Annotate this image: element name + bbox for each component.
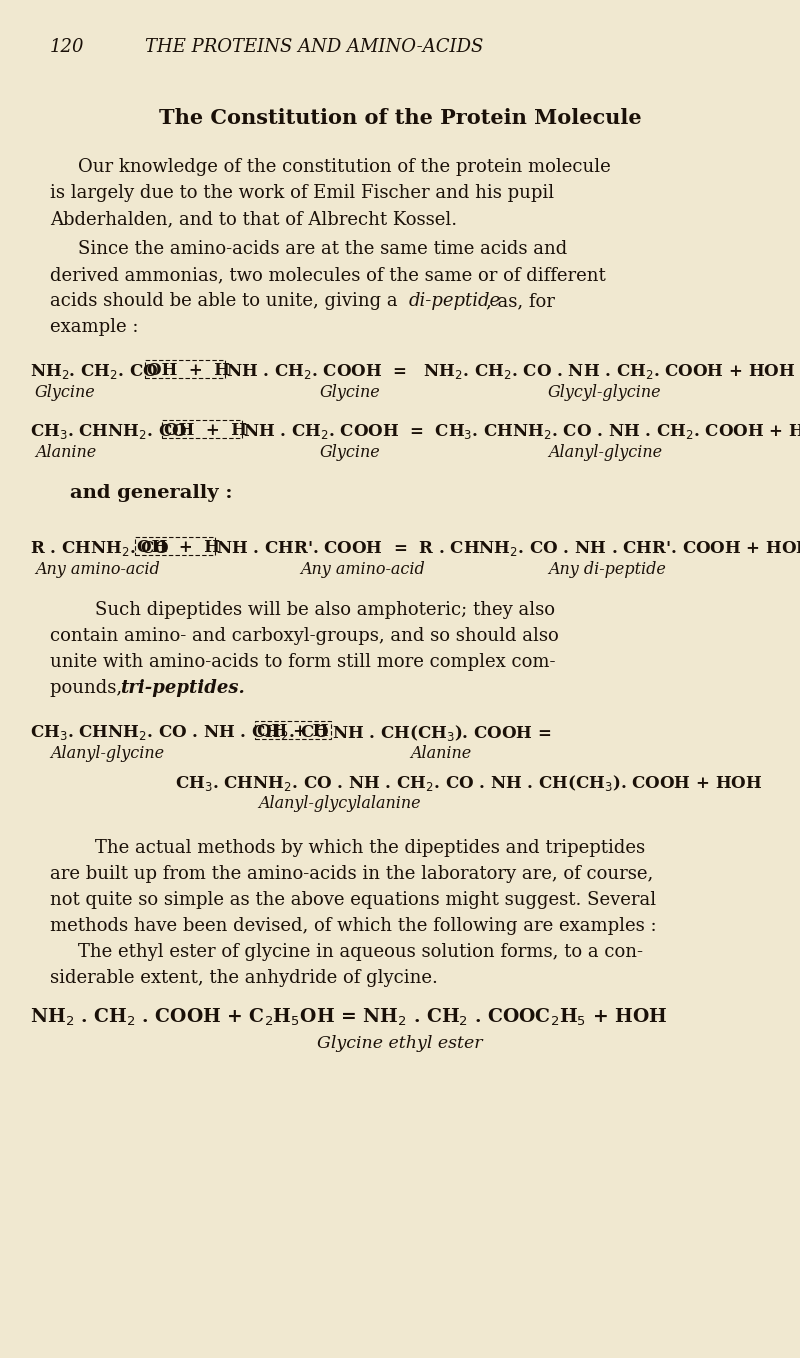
- Text: acids should be able to unite, giving a: acids should be able to unite, giving a: [50, 292, 403, 310]
- Text: unite with amino-acids to form still more complex com-: unite with amino-acids to form still mor…: [50, 653, 555, 671]
- Text: Any amino-acid: Any amino-acid: [300, 561, 425, 579]
- Text: R . CHNH$_2$. CO: R . CHNH$_2$. CO: [30, 539, 170, 558]
- Text: The Constitution of the Protein Molecule: The Constitution of the Protein Molecule: [158, 109, 642, 128]
- Text: OH  +  H: OH + H: [137, 539, 220, 555]
- Text: derived ammonias, two molecules of the same or of different: derived ammonias, two molecules of the s…: [50, 266, 606, 284]
- Text: Any amino-acid: Any amino-acid: [35, 561, 160, 579]
- Text: Glycyl-glycine: Glycyl-glycine: [548, 384, 662, 401]
- Text: Alanyl-glycine: Alanyl-glycine: [50, 746, 164, 762]
- Text: NH$_2$. CH$_2$. CO: NH$_2$. CH$_2$. CO: [30, 363, 158, 382]
- Text: OH  +  H: OH + H: [147, 363, 230, 379]
- Text: di-peptide: di-peptide: [409, 292, 501, 310]
- Text: methods have been devised, of which the following are examples :: methods have been devised, of which the …: [50, 917, 657, 936]
- Text: example :: example :: [50, 318, 138, 335]
- Text: NH . CH$_2$. COOH  =   NH$_2$. CH$_2$. CO . NH . CH$_2$. COOH + HOH: NH . CH$_2$. COOH = NH$_2$. CH$_2$. CO .…: [226, 363, 795, 382]
- Text: THE PROTEINS AND AMINO-ACIDS: THE PROTEINS AND AMINO-ACIDS: [145, 38, 483, 56]
- Text: NH$_2$ . CH$_2$ . COOH + C$_2$H$_5$OH = NH$_2$ . CH$_2$ . COOC$_2$H$_5$ + HOH: NH$_2$ . CH$_2$ . COOH + C$_2$H$_5$OH = …: [30, 1008, 667, 1028]
- Text: pounds,: pounds,: [50, 679, 128, 697]
- Text: CH$_3$. CHNH$_2$. CO: CH$_3$. CHNH$_2$. CO: [30, 422, 187, 441]
- Text: contain amino- and carboxyl-groups, and so should also: contain amino- and carboxyl-groups, and …: [50, 627, 558, 645]
- Text: Abderhalden, and to that of Albrecht Kossel.: Abderhalden, and to that of Albrecht Kos…: [50, 210, 457, 228]
- Text: Alanyl-glycine: Alanyl-glycine: [548, 444, 662, 460]
- Text: not quite so simple as the above equations might suggest. Several: not quite so simple as the above equatio…: [50, 891, 656, 909]
- Text: Our knowledge of the constitution of the protein molecule: Our knowledge of the constitution of the…: [78, 158, 610, 177]
- Text: OH  +  H: OH + H: [164, 422, 247, 439]
- Text: NH . CH$_2$. COOH  =  CH$_3$. CHNH$_2$. CO . NH . CH$_2$. COOH + HOH: NH . CH$_2$. COOH = CH$_3$. CHNH$_2$. CO…: [243, 422, 800, 441]
- Text: The actual methods by which the dipeptides and tripeptides: The actual methods by which the dipeptid…: [95, 839, 645, 857]
- Text: Any di-peptide: Any di-peptide: [548, 561, 666, 579]
- Text: , as, for: , as, for: [486, 292, 555, 310]
- Text: Glycine: Glycine: [320, 444, 381, 460]
- Text: Glycine: Glycine: [320, 384, 381, 401]
- Text: 120: 120: [50, 38, 85, 56]
- Text: are built up from the amino-acids in the laboratory are, of course,: are built up from the amino-acids in the…: [50, 865, 654, 883]
- Text: Alanyl-glycylalanine: Alanyl-glycylalanine: [258, 794, 422, 812]
- Text: CH$_3$. CHNH$_2$. CO . NH . CH$_2$. CO: CH$_3$. CHNH$_2$. CO . NH . CH$_2$. CO: [30, 722, 329, 741]
- Text: is largely due to the work of Emil Fischer and his pupil: is largely due to the work of Emil Fisch…: [50, 183, 554, 202]
- Text: NH . CHR'. COOH  =  R . CHNH$_2$. CO . NH . CHR'. COOH + HOH: NH . CHR'. COOH = R . CHNH$_2$. CO . NH …: [216, 539, 800, 558]
- Text: tri-peptides.: tri-peptides.: [120, 679, 245, 697]
- Text: NH . CH(CH$_3$). COOH =: NH . CH(CH$_3$). COOH =: [332, 722, 551, 743]
- Text: and generally :: and generally :: [70, 483, 233, 502]
- Text: Since the amino-acids are at the same time acids and: Since the amino-acids are at the same ti…: [78, 240, 567, 258]
- Text: The ethyl ester of glycine in aqueous solution forms, to a con-: The ethyl ester of glycine in aqueous so…: [78, 942, 643, 961]
- Text: CH$_3$. CHNH$_2$. CO . NH . CH$_2$. CO . NH . CH(CH$_3$). COOH + HOH: CH$_3$. CHNH$_2$. CO . NH . CH$_2$. CO .…: [175, 773, 762, 793]
- Text: Alanine: Alanine: [410, 746, 471, 762]
- Text: Glycine ethyl ester: Glycine ethyl ester: [318, 1035, 482, 1052]
- Text: Alanine: Alanine: [35, 444, 96, 460]
- Text: Glycine: Glycine: [35, 384, 96, 401]
- Text: Such dipeptides will be also amphoteric; they also: Such dipeptides will be also amphoteric;…: [95, 602, 555, 619]
- Text: OH + H: OH + H: [257, 722, 329, 740]
- Text: siderable extent, the anhydride of glycine.: siderable extent, the anhydride of glyci…: [50, 970, 438, 987]
